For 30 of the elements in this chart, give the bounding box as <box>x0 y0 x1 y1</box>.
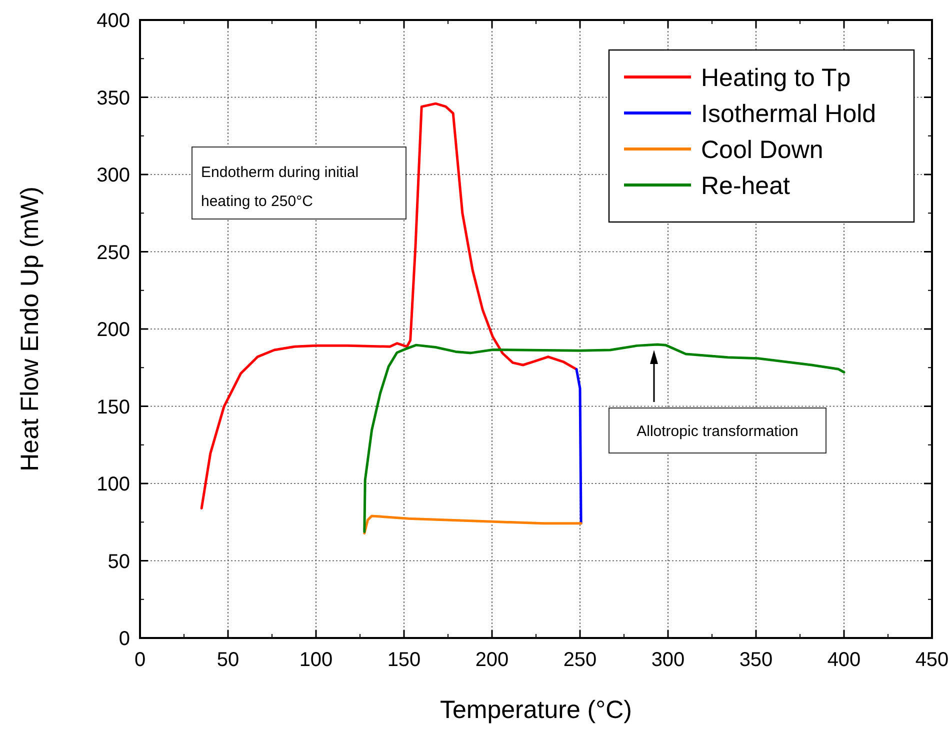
legend-label: Heating to Tp <box>701 64 851 92</box>
x-axis-title: Temperature (°C) <box>440 696 632 724</box>
y-tick-label: 0 <box>118 628 130 650</box>
y-tick-label: 100 <box>96 474 130 496</box>
y-tick-label: 250 <box>96 242 130 264</box>
line-series <box>200 102 578 510</box>
y-tick-label: 200 <box>96 319 130 341</box>
legend-label: Re-heat <box>701 172 790 200</box>
x-tick-label: 100 <box>299 649 333 671</box>
legend-label: Cool Down <box>701 136 824 164</box>
y-tick-label: 50 <box>108 550 130 573</box>
line-series <box>363 343 846 533</box>
x-tick-label: 350 <box>739 649 773 671</box>
line-series <box>363 514 582 534</box>
x-tick-label: 300 <box>651 649 685 671</box>
y-tick-label: 400 <box>96 10 130 32</box>
x-tick-label: 0 <box>134 649 146 671</box>
x-tick-label: 150 <box>387 649 421 671</box>
annotation: Endotherm during initial heating to 250°C <box>201 164 359 210</box>
y-tick-label: 150 <box>96 396 130 418</box>
annotation: Allotropic transformation <box>636 423 798 440</box>
y-tick-label: 300 <box>96 164 130 186</box>
x-tick-label: 200 <box>475 649 509 671</box>
y-axis-title: Heat Flow Endo Up (mW) <box>16 186 44 472</box>
x-tick-label: 450 <box>915 649 949 671</box>
x-tick-label: 250 <box>563 649 597 671</box>
y-tick-label: 350 <box>96 87 130 110</box>
x-tick-label: 400 <box>827 649 861 671</box>
legend-label: Isothermal Hold <box>701 100 876 128</box>
x-tick-label: 50 <box>216 649 240 671</box>
